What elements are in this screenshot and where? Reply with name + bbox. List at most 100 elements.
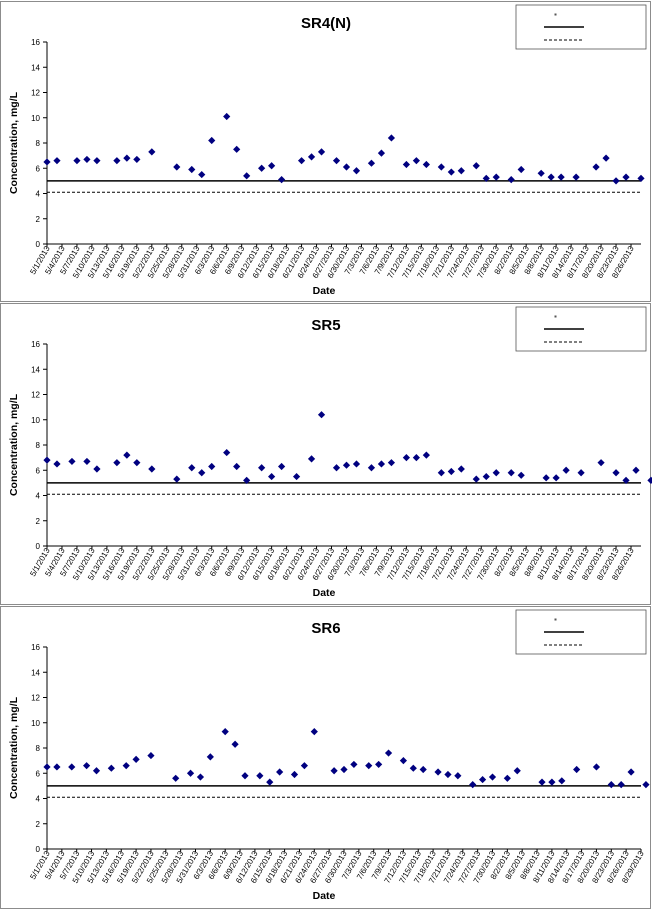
data-point	[258, 464, 266, 472]
data-point	[93, 465, 101, 473]
data-point	[68, 763, 76, 771]
data-point	[92, 767, 101, 775]
data-point	[419, 765, 427, 774]
y-tick-label: 6	[36, 164, 41, 173]
data-point	[422, 451, 430, 459]
data-point	[517, 165, 525, 174]
data-point	[607, 781, 615, 789]
data-point	[617, 781, 625, 789]
y-tick-label: 4	[36, 492, 41, 501]
chart-title: SR6	[311, 620, 340, 637]
data-point	[422, 160, 430, 169]
data-point	[402, 454, 410, 462]
chart-panel-sr5: SR5 0 2 4 6 8 10 12 14 16 5/1/2013 5/4/2013 5/7/2013…	[0, 303, 652, 605]
y-tick-label: 16	[31, 340, 40, 349]
data-point	[172, 774, 180, 782]
x-axis-label: Date	[313, 890, 336, 902]
data-point	[307, 153, 316, 161]
data-point	[447, 168, 455, 176]
data-point	[241, 772, 249, 780]
legend-marker-symbol	[554, 13, 557, 16]
data-point	[188, 464, 196, 472]
y-tick-label: 2	[36, 820, 41, 829]
data-point	[409, 764, 417, 772]
y-tick-label: 10	[31, 416, 40, 425]
data-point	[93, 157, 101, 165]
data-point	[258, 164, 266, 172]
y-tick-label: 12	[31, 694, 40, 703]
data-point	[223, 448, 231, 457]
data-point	[233, 462, 241, 471]
data-point	[276, 768, 284, 776]
data-point	[562, 466, 570, 474]
data-point	[538, 778, 546, 786]
data-point	[186, 769, 195, 777]
data-point	[198, 469, 206, 477]
data-point	[278, 462, 286, 471]
data-point	[300, 762, 308, 770]
y-tick-label: 6	[36, 466, 41, 475]
data-point	[266, 778, 274, 786]
data-point	[113, 459, 121, 467]
legend-marker-symbol	[554, 315, 557, 318]
data-point	[637, 174, 645, 182]
data-point	[627, 768, 635, 776]
data-point	[133, 459, 141, 467]
data-point	[196, 773, 205, 781]
data-point	[492, 469, 500, 477]
chart-panel-sr4n: SR4(N) 0 2 4 6 8 10 12 14 16 5/1/2013 5/4/2013 5/7/2…	[0, 1, 651, 302]
data-point	[83, 155, 91, 164]
data-point	[384, 749, 393, 757]
data-point	[208, 136, 216, 145]
data-point	[231, 740, 239, 748]
data-point	[53, 763, 61, 771]
chart-title: SR5	[311, 317, 340, 334]
data-point	[243, 172, 251, 180]
data-point	[352, 167, 361, 175]
data-point	[317, 148, 326, 156]
chart-sr5: SR502468101214165/1/20135/4/20135/7/2013…	[8, 306, 652, 599]
chart-panel-sr6: SR6 0 2 4 6 8 10 12 14 16 5/1/2013 5/4/2013 5/7/2013…	[0, 606, 651, 909]
data-point	[147, 751, 155, 760]
y-tick-label: 4	[36, 795, 41, 804]
data-point	[310, 727, 318, 736]
data-point	[53, 460, 61, 468]
data-point	[83, 457, 91, 466]
data-point	[472, 162, 480, 170]
y-tick-label: 2	[36, 517, 41, 526]
y-tick-label: 12	[31, 89, 40, 98]
legend	[515, 306, 647, 352]
data-point	[577, 469, 585, 477]
y-tick-label: 16	[31, 643, 40, 652]
data-point	[592, 763, 601, 771]
data-point	[503, 774, 511, 782]
data-point	[557, 173, 565, 181]
data-point	[399, 757, 407, 765]
data-point	[597, 459, 605, 467]
y-tick-label: 8	[36, 744, 41, 753]
data-point	[647, 476, 652, 484]
data-point	[558, 777, 566, 785]
data-point	[437, 163, 445, 171]
data-point	[148, 465, 156, 473]
data-point	[367, 464, 376, 472]
data-point	[642, 781, 650, 789]
data-point	[206, 753, 214, 761]
data-point	[507, 176, 515, 184]
y-tick-label: 4	[36, 190, 41, 199]
data-point	[68, 457, 76, 466]
y-tick-label: 0	[36, 845, 41, 854]
data-point	[402, 160, 410, 169]
data-point	[377, 460, 386, 468]
y-tick-label: 8	[36, 139, 41, 148]
data-point	[454, 772, 462, 780]
data-point	[342, 461, 351, 469]
data-point	[107, 764, 115, 772]
data-point	[612, 177, 620, 185]
y-tick-label: 14	[31, 63, 40, 72]
data-point	[73, 157, 81, 165]
data-point	[548, 778, 556, 786]
chart-sr6: SR602468101214165/1/20135/4/20135/7/2013…	[8, 609, 650, 902]
data-point	[434, 768, 442, 776]
data-point	[472, 475, 480, 483]
